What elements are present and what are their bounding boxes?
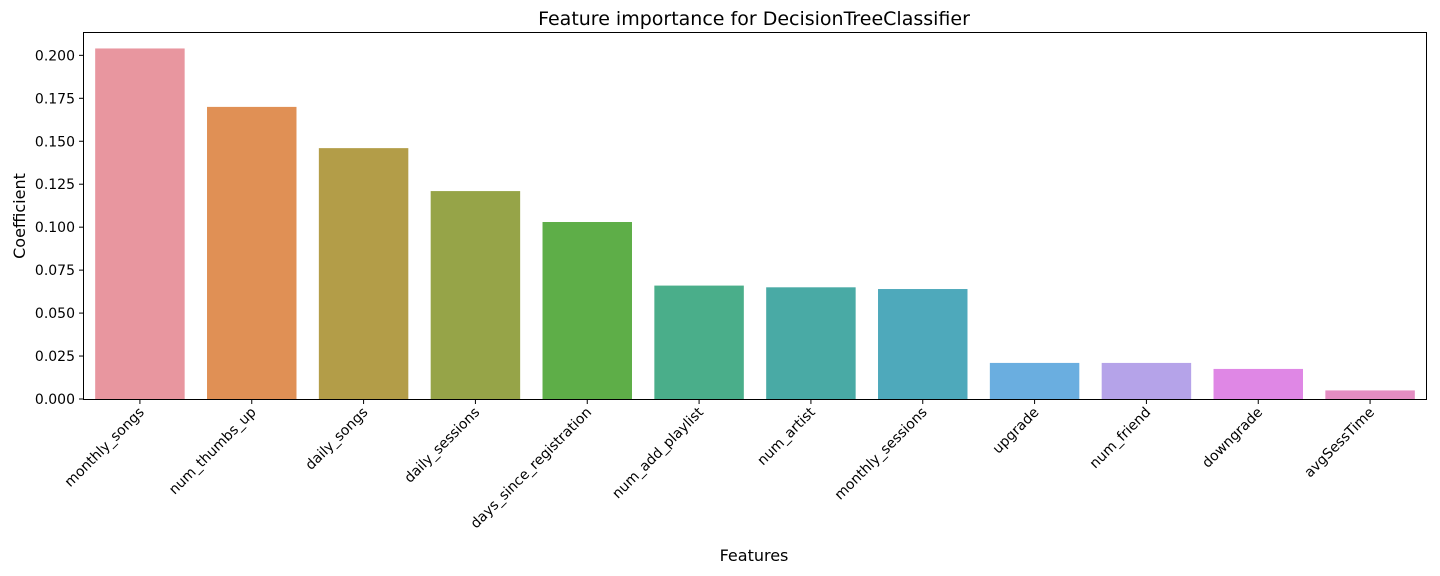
x-tick-label: monthly_sessions: [832, 405, 931, 504]
bar-daily-sessions: [430, 191, 521, 399]
y-axis-label: Coefficient: [10, 173, 29, 259]
x-tick-label: days_since_registration: [468, 405, 595, 532]
x-tick-label: upgrade: [990, 405, 1043, 458]
bar-daily-songs: [318, 148, 409, 399]
bar-num-thumbs-up: [207, 106, 297, 399]
y-tick-label: 0.200: [35, 48, 75, 64]
bar-upgrade: [989, 362, 1080, 399]
bar-monthly-songs: [95, 48, 185, 400]
bar-num-artist: [766, 287, 856, 399]
x-tick-label: num_thumbs_up: [166, 404, 260, 498]
x-axis-label: Features: [720, 546, 789, 565]
x-tick-label: daily_songs: [303, 405, 372, 474]
bar-downgrade: [1213, 368, 1303, 399]
y-tick-label: 0.000: [35, 392, 75, 408]
x-tick-label: avgSessTime: [1301, 405, 1377, 481]
bars-group: [95, 48, 1415, 400]
y-tick-label: 0.050: [35, 306, 75, 322]
bar-monthly-sessions: [878, 289, 968, 399]
y-tick-label: 0.100: [35, 220, 75, 236]
x-tick-label: num_add_playlist: [609, 404, 707, 502]
y-tick-label: 0.175: [35, 91, 75, 107]
y-tick-label: 0.075: [35, 263, 75, 279]
y-tick-label: 0.025: [35, 349, 75, 365]
x-tick-label: daily_sessions: [401, 405, 483, 487]
x-tick-label: num_artist: [754, 404, 819, 469]
bar-avgsesstime: [1325, 390, 1415, 399]
x-tick-label: monthly_songs: [62, 405, 148, 491]
bar-num-add-playlist: [654, 285, 744, 399]
y-axis: 0.000 0.025 0.050 0.075 0.100 0.125 0.150 0.175…: [35, 48, 84, 408]
bar-num-friend: [1101, 362, 1192, 399]
chart-title: Feature importance for DecisionTreeClass…: [538, 8, 970, 30]
x-tick-label: num_friend: [1087, 405, 1154, 472]
x-tick-label: downgrade: [1199, 405, 1266, 472]
bar-days-since-registration: [542, 222, 632, 399]
y-tick-label: 0.125: [35, 177, 75, 193]
x-axis: monthly_songs num_thumbs_up daily_songs dai…: [62, 399, 1378, 532]
plot-frame: [83, 32, 1427, 400]
y-tick-label: 0.150: [35, 134, 75, 150]
